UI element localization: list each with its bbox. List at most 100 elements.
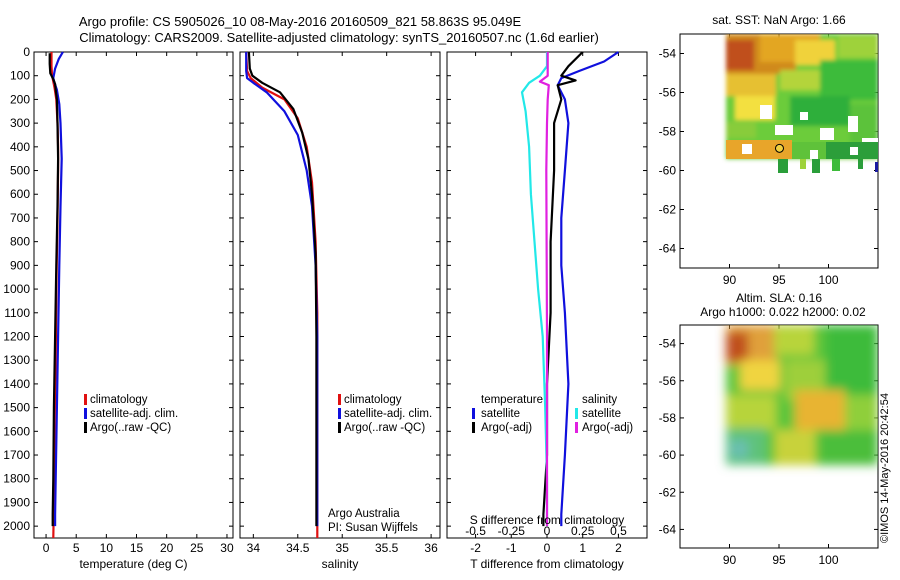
x-tick-label: 20: [160, 541, 174, 555]
legend-swatch-t-argo: [472, 422, 475, 433]
map-subtitle: Argo h1000: 0.022 h2000: 0.02: [700, 305, 866, 319]
series-line: [245, 51, 319, 538]
x-tick-label: 100: [818, 273, 838, 287]
y-tick-label: 1000: [3, 282, 30, 296]
x-top-tick-label: 0.25: [571, 524, 595, 538]
y-tick-label: -54: [659, 337, 677, 351]
y-tick-label: 1200: [3, 329, 30, 343]
x-tick-label: 35.5: [375, 541, 399, 555]
x-top-tick-label: 0: [544, 524, 551, 538]
y-tick-label: 0: [23, 45, 30, 59]
legend-label-climatology: climatology: [90, 394, 148, 406]
x-tick-label: 5: [73, 541, 80, 555]
y-tick-label: -56: [659, 374, 677, 388]
x-top-axis-label: S difference from climatology: [470, 513, 625, 527]
y-tick-label: 100: [10, 69, 30, 83]
map-title: Altim. SLA: 0.16: [736, 291, 822, 305]
y-tick-label: 300: [10, 116, 30, 130]
y-tick-label: -64: [659, 242, 677, 256]
y-tick-label: -58: [659, 411, 677, 425]
x-tick-label: -2: [470, 541, 481, 555]
x-tick-label: 95: [772, 553, 786, 567]
y-tick-label: 1600: [3, 424, 30, 438]
difference-legend: temperature salinity satellite Argo(-adj…: [472, 394, 633, 434]
x-top-tick-label: -0.25: [498, 524, 526, 538]
temperature-legend: climatology satellite-adj. clim. Argo(..…: [84, 394, 178, 434]
series-line: [245, 52, 319, 527]
y-tick-label: -62: [659, 485, 677, 499]
axes-frame: [239, 51, 441, 539]
y-tick-label: -56: [659, 86, 677, 100]
legend-swatch-s-argo: [575, 422, 578, 433]
x-axis-label: temperature (deg C): [79, 557, 187, 571]
legend-label-satellite: satellite-adj. clim.: [90, 408, 178, 420]
figure-title-line1: Argo profile: CS 5905026_10 08-May-2016 …: [79, 14, 522, 29]
y-tick-label: 400: [10, 140, 30, 154]
legend-swatch-climatology: [338, 394, 341, 405]
y-tick-label: 1100: [4, 306, 30, 320]
y-tick-label: 900: [10, 258, 30, 272]
y-tick-label: 600: [10, 187, 30, 201]
salinity-legend: climatology satellite-adj. clim. Argo(..…: [338, 394, 432, 434]
x-tick-label: 100: [818, 553, 838, 567]
y-tick-label: 500: [10, 164, 30, 178]
series-line: [538, 52, 550, 527]
x-top-tick-label: -0.5: [465, 524, 486, 538]
temperature-panel: 0 5 10 15 20 25 300100200300400500600700800900…: [3, 45, 234, 571]
series-line: [52, 51, 64, 527]
legend-label-s-satellite: satellite: [582, 408, 621, 420]
figure-title-line2: Climatology: CARS2009. Satellite-adjuste…: [79, 30, 599, 45]
x-axis-label: T difference from climatology: [470, 557, 624, 571]
x-tick-label: 36: [424, 541, 438, 555]
series-line: [247, 51, 318, 527]
legend-swatch-satellite: [84, 408, 87, 419]
sla-map-panel: 90 95 100 -54 -56 -58 -60 -62 -64 Altim. SLA: 0.1…: [659, 291, 879, 567]
legend-header-salinity: salinity: [582, 394, 617, 406]
series-line: [556, 51, 620, 527]
x-tick-label: 0: [43, 541, 50, 555]
x-top-tick-label: 0.5: [610, 524, 627, 538]
sst-heatmap: [726, 34, 878, 173]
legend-swatch-satellite: [338, 408, 341, 419]
legend-label-climatology: climatology: [344, 394, 402, 406]
y-tick-label: -62: [659, 203, 677, 217]
x-tick-label: 34: [247, 541, 261, 555]
y-tick-label: -64: [659, 522, 677, 536]
legend-label-argo: Argo(..raw -QC): [344, 422, 425, 434]
x-tick-label: 95: [772, 273, 786, 287]
legend-header-temperature: temperature: [481, 394, 543, 406]
x-tick-label: 90: [723, 273, 737, 287]
map-title: sat. SST: NaN Argo: 1.66: [712, 13, 846, 27]
x-tick-label: 2: [615, 541, 622, 555]
legend-label-t-satellite: satellite: [481, 408, 520, 420]
x-tick-label: 34.5: [286, 541, 310, 555]
y-tick-label: -60: [659, 448, 677, 462]
axes-frame: [33, 51, 234, 539]
y-tick-label: 1400: [3, 377, 30, 391]
series-line: [520, 52, 549, 527]
salinity-panel: 34 34.5 35 35.5 36 salinity: [239, 51, 441, 571]
legend-swatch-climatology: [84, 394, 87, 405]
x-tick-label: 30: [220, 541, 234, 555]
legend-swatch-s-satellite: [575, 408, 578, 419]
difference-panel: -2 -1 0 1 2 T difference from climatology -0.5…: [446, 51, 648, 571]
legend-swatch-argo: [338, 422, 341, 433]
y-tick-label: -60: [659, 164, 677, 178]
imos-watermark: ©IMOS 14-May-2016 20:42:54: [879, 393, 891, 543]
y-tick-label: 1500: [3, 401, 30, 415]
x-tick-label: 10: [100, 541, 114, 555]
legend-label-s-argo: Argo(-adj): [582, 422, 633, 434]
x-tick-label: -1: [506, 541, 517, 555]
y-tick-label: 1700: [3, 448, 30, 462]
y-tick-label: 1300: [3, 353, 30, 367]
y-tick-label: 1800: [3, 472, 30, 486]
legend-label-t-argo: Argo(-adj): [481, 422, 532, 434]
x-tick-label: 0: [544, 541, 551, 555]
y-tick-label: -58: [659, 125, 677, 139]
sla-heatmap: [726, 325, 878, 465]
x-axis-label: salinity: [322, 557, 359, 571]
y-tick-label: 1900: [3, 495, 30, 509]
credit-line-1: Argo Australia: [328, 508, 400, 520]
x-tick-label: 15: [130, 541, 144, 555]
